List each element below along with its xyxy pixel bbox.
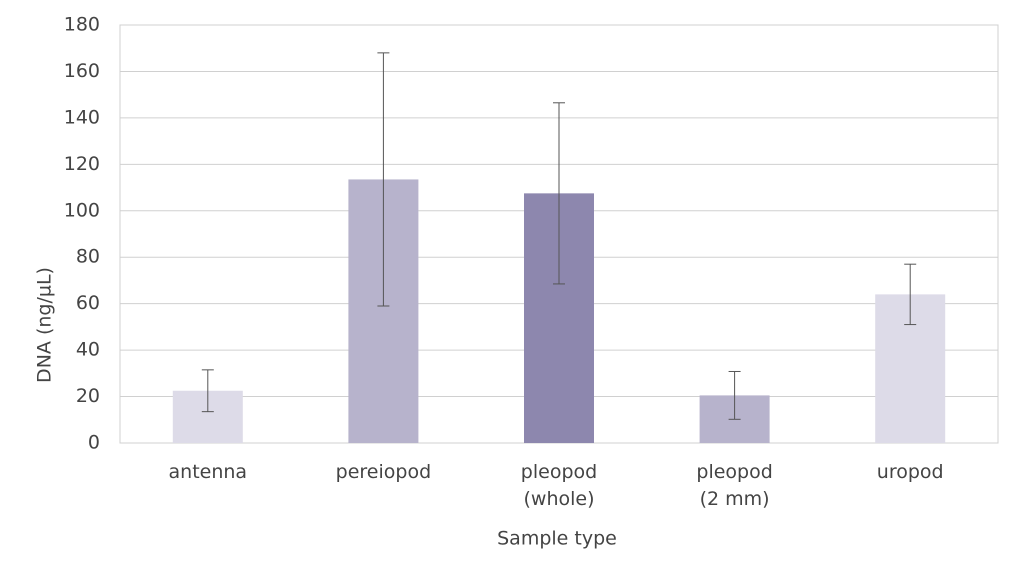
error-bar	[201, 369, 214, 413]
x-tick-label: pereiopod	[336, 461, 431, 483]
x-axis-label: Sample type	[497, 528, 617, 550]
x-tick-label: antenna	[169, 461, 248, 483]
y-tick-label: 120	[64, 153, 100, 175]
y-tick-label: 40	[76, 339, 100, 361]
error-bar	[553, 102, 565, 285]
y-tick-label: 140	[64, 106, 100, 128]
y-tick-label: 60	[76, 292, 100, 314]
x-tick-label: uropod	[877, 461, 944, 483]
y-axis-label: DNA (ng/µL)	[34, 267, 56, 383]
y-tick-label: 180	[64, 14, 100, 36]
y-tick-label: 0	[88, 432, 100, 454]
error-bar	[904, 263, 917, 326]
y-tick-label: 20	[76, 385, 100, 407]
x-tick-label: pleopod (whole)	[521, 461, 597, 510]
error-bar	[728, 370, 741, 420]
error-bar	[377, 52, 390, 307]
y-tick-label: 80	[76, 246, 100, 268]
x-tick-label: pleopod (2 mm)	[696, 461, 772, 510]
y-tick-label: 100	[64, 199, 100, 221]
y-tick-label: 160	[64, 60, 100, 82]
